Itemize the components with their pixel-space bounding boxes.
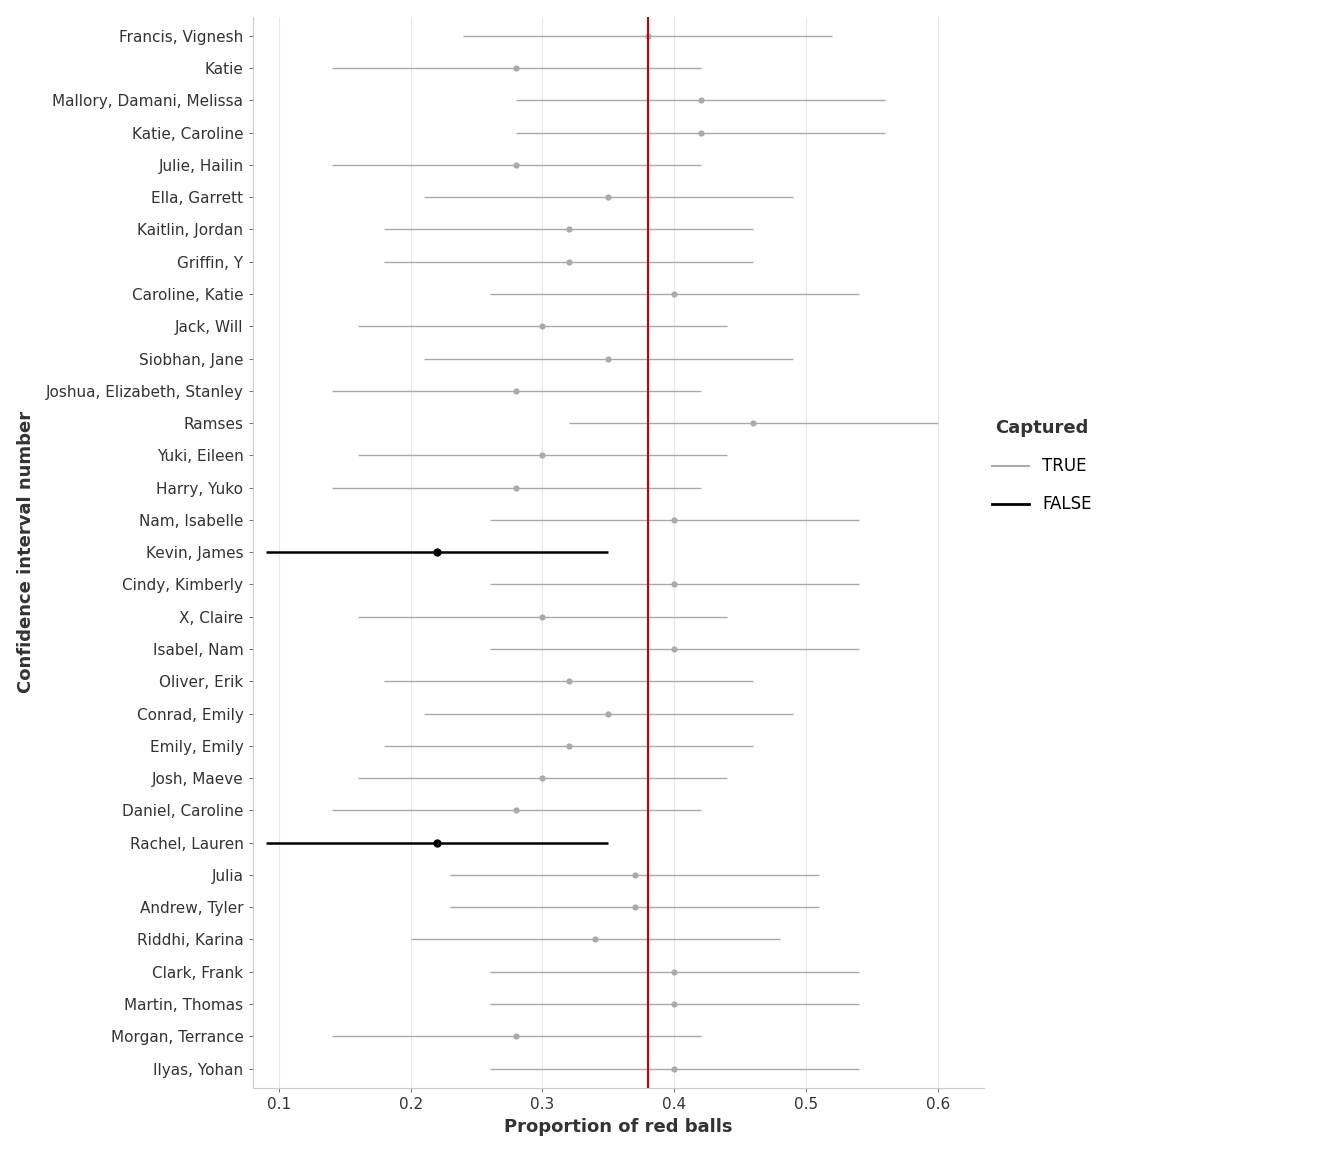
X-axis label: Proportion of red balls: Proportion of red balls [504,1117,732,1136]
Legend: TRUE, FALSE: TRUE, FALSE [984,411,1101,522]
Y-axis label: Confidence interval number: Confidence interval number [16,411,35,694]
